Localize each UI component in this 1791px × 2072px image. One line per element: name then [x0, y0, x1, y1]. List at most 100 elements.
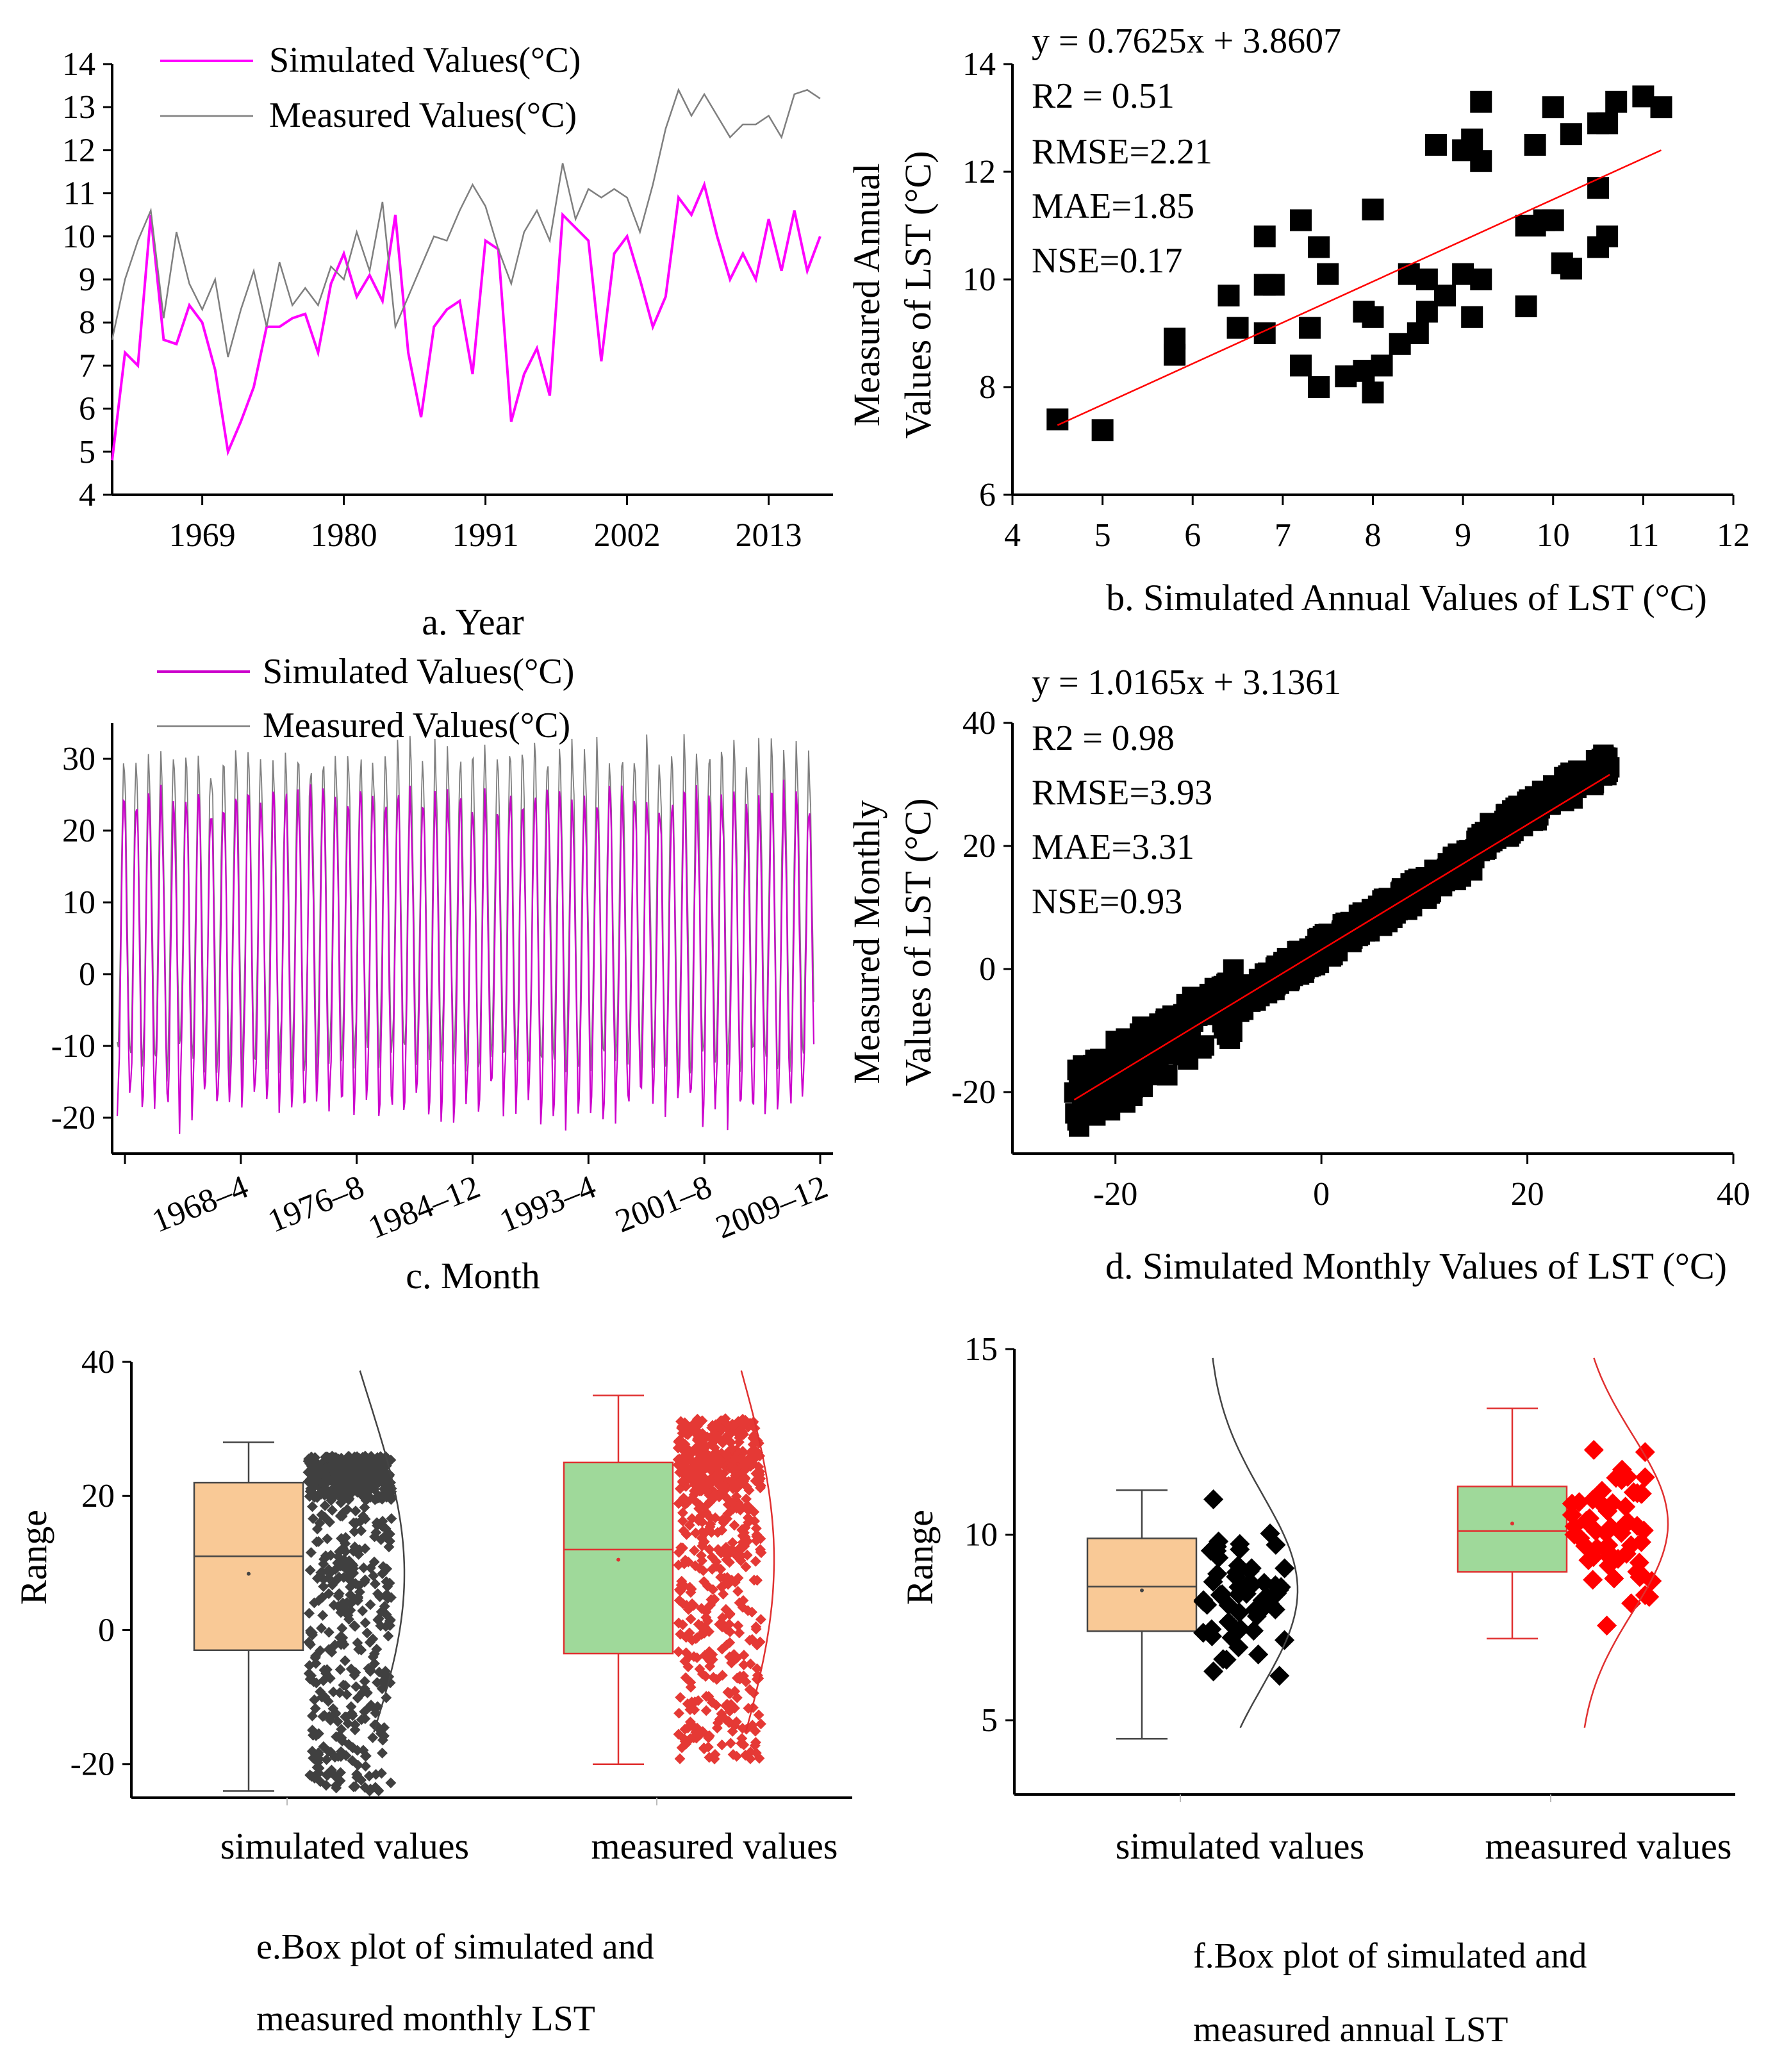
- panel-e-point-measured: [681, 1529, 692, 1540]
- panel-e-point-measured: [692, 1459, 704, 1471]
- panel-b-point: [1226, 317, 1249, 339]
- panel-e-point-measured: [743, 1484, 755, 1496]
- panel-e-point-simulated: [371, 1643, 383, 1655]
- panel-e-point-simulated: [352, 1759, 364, 1771]
- panel-e-point-measured: [727, 1497, 739, 1509]
- panel-b-point: [1262, 274, 1285, 296]
- panel-e-point-measured: [732, 1586, 744, 1597]
- panel-a-ytick-label: 5: [79, 434, 95, 470]
- panel-e-point-measured: [750, 1621, 762, 1632]
- panel-d-stat-mae: MAE=3.31: [1032, 827, 1194, 867]
- panel-e-point-simulated: [377, 1492, 389, 1504]
- panel-e-point-simulated: [327, 1579, 338, 1591]
- panel-e-point-measured: [716, 1708, 727, 1720]
- panel-f-point-simulated: [1203, 1489, 1224, 1510]
- panel-b-ytick-label: 12: [962, 154, 996, 190]
- panel-e-point-measured: [750, 1555, 761, 1567]
- panel-e-point-measured: [755, 1482, 766, 1494]
- panel-e-point-measured: [711, 1561, 722, 1572]
- panel-b-point: [1290, 209, 1312, 231]
- panel-e-point-simulated: [352, 1745, 363, 1756]
- panel-e-point-measured: [734, 1504, 746, 1516]
- panel-f-mean-measured: [1510, 1521, 1514, 1526]
- panel-e-point-measured: [688, 1489, 700, 1500]
- panel-e-point-simulated: [359, 1713, 371, 1725]
- panel-b-point: [1362, 198, 1384, 220]
- panel-e-point-measured: [707, 1654, 718, 1665]
- panel-e-point-simulated: [357, 1605, 368, 1616]
- panel-e-point-measured: [713, 1454, 725, 1465]
- panel-f-point-measured: [1578, 1550, 1599, 1570]
- panel-c-ytick-label: 30: [62, 741, 95, 777]
- panel-e-point-simulated: [340, 1711, 351, 1723]
- panel-b-point: [1308, 376, 1330, 398]
- panel-d-xtick-label: 20: [1511, 1176, 1544, 1213]
- panel-b-ytick-label: 10: [962, 261, 996, 298]
- panel-a-ytick-label: 10: [62, 219, 95, 255]
- panel-f-density-curve-simulated: [1212, 1357, 1299, 1728]
- panel-a-annual-series: 4 5 6 7 8 9 10 11 12 13 14 1969 1980 1991 2002 2013 Sim…: [62, 40, 833, 643]
- panel-e-point-simulated: [360, 1761, 371, 1772]
- panel-e-point-measured: [753, 1709, 764, 1721]
- panel-e-point-simulated: [349, 1670, 360, 1681]
- panel-d-point: [1107, 1047, 1128, 1068]
- panel-e-point-simulated: [379, 1730, 390, 1741]
- panel-d-point: [1213, 975, 1234, 997]
- panel-a-legend-measured: Measured Values(°C): [269, 95, 577, 135]
- panel-e-point-measured: [716, 1525, 728, 1536]
- panel-e-point-simulated: [368, 1570, 379, 1582]
- panel-e-point-measured: [732, 1480, 744, 1492]
- panel-e-point-measured: [724, 1608, 736, 1620]
- panel-e-point-simulated: [326, 1711, 338, 1722]
- panel-b-ytick-label: 8: [979, 369, 996, 406]
- panel-e-point-measured: [755, 1614, 766, 1625]
- panel-e-point-measured: [711, 1673, 723, 1685]
- panel-f-point-measured: [1627, 1516, 1647, 1536]
- panel-e-point-measured: [688, 1651, 700, 1662]
- panel-b-xtick-label: 8: [1365, 517, 1382, 554]
- panel-e-point-simulated: [383, 1630, 394, 1642]
- panel-d-xlabel: d. Simulated Monthly Values of LST (°C): [1105, 1245, 1727, 1287]
- panel-e-point-simulated: [365, 1666, 376, 1677]
- panel-e-point-measured: [690, 1527, 702, 1539]
- panel-d-ytick-label: -20: [952, 1074, 996, 1111]
- panel-d-monthly-scatter: -20 0 20 40 -20 0 20 40 y = 1.0165x + 3.1361 R2…: [846, 663, 1750, 1287]
- panel-e-point-measured: [753, 1466, 764, 1477]
- panel-e-point-simulated: [345, 1589, 356, 1601]
- panel-e-point-simulated: [359, 1675, 370, 1687]
- panel-d-xtick-label: 0: [1313, 1176, 1330, 1213]
- panel-f-point-simulated: [1269, 1666, 1290, 1686]
- panel-e-point-measured: [748, 1574, 760, 1586]
- panel-e-point-measured: [724, 1651, 736, 1662]
- panel-e-point-measured: [675, 1692, 686, 1703]
- panel-e-point-simulated: [379, 1600, 390, 1612]
- panel-e-point-measured: [705, 1518, 716, 1530]
- panel-f-point-simulated: [1209, 1531, 1229, 1552]
- panel-e-point-simulated: [354, 1478, 365, 1489]
- panel-a-legend-simulated: Simulated Values(°C): [269, 40, 581, 80]
- panel-f-point-simulated: [1228, 1637, 1249, 1657]
- panel-e-point-measured: [726, 1443, 738, 1455]
- panel-e-point-measured: [710, 1419, 722, 1430]
- panel-e-point-measured: [720, 1448, 732, 1460]
- panel-e-point-measured: [718, 1545, 729, 1557]
- panel-b-ytick-label: 6: [979, 477, 996, 513]
- panel-e-point-simulated: [334, 1632, 345, 1643]
- panel-f-point-measured: [1611, 1523, 1631, 1543]
- panel-b-xtick-label: 6: [1184, 517, 1201, 554]
- panel-f-point-simulated: [1275, 1630, 1295, 1650]
- panel-e-point-simulated: [356, 1525, 367, 1536]
- panel-f-point-measured: [1583, 1439, 1604, 1460]
- panel-b-stat-nse: NSE=0.17: [1032, 241, 1182, 281]
- panel-c-series-simulated: [116, 779, 815, 1134]
- panel-a-xtick-label: 1991: [452, 517, 519, 554]
- panel-e-point-simulated: [386, 1513, 397, 1524]
- panel-e-point-simulated: [368, 1468, 379, 1479]
- panel-e-point-measured: [702, 1580, 713, 1592]
- panel-c-ytick-label: 10: [62, 884, 95, 921]
- panel-e-point-measured: [709, 1435, 720, 1446]
- panel-b-xlabel: b. Simulated Annual Values of LST (°C): [1106, 577, 1707, 618]
- panel-a-xtick-label: 2013: [736, 517, 802, 554]
- panel-a-ytick-label: 6: [79, 391, 95, 427]
